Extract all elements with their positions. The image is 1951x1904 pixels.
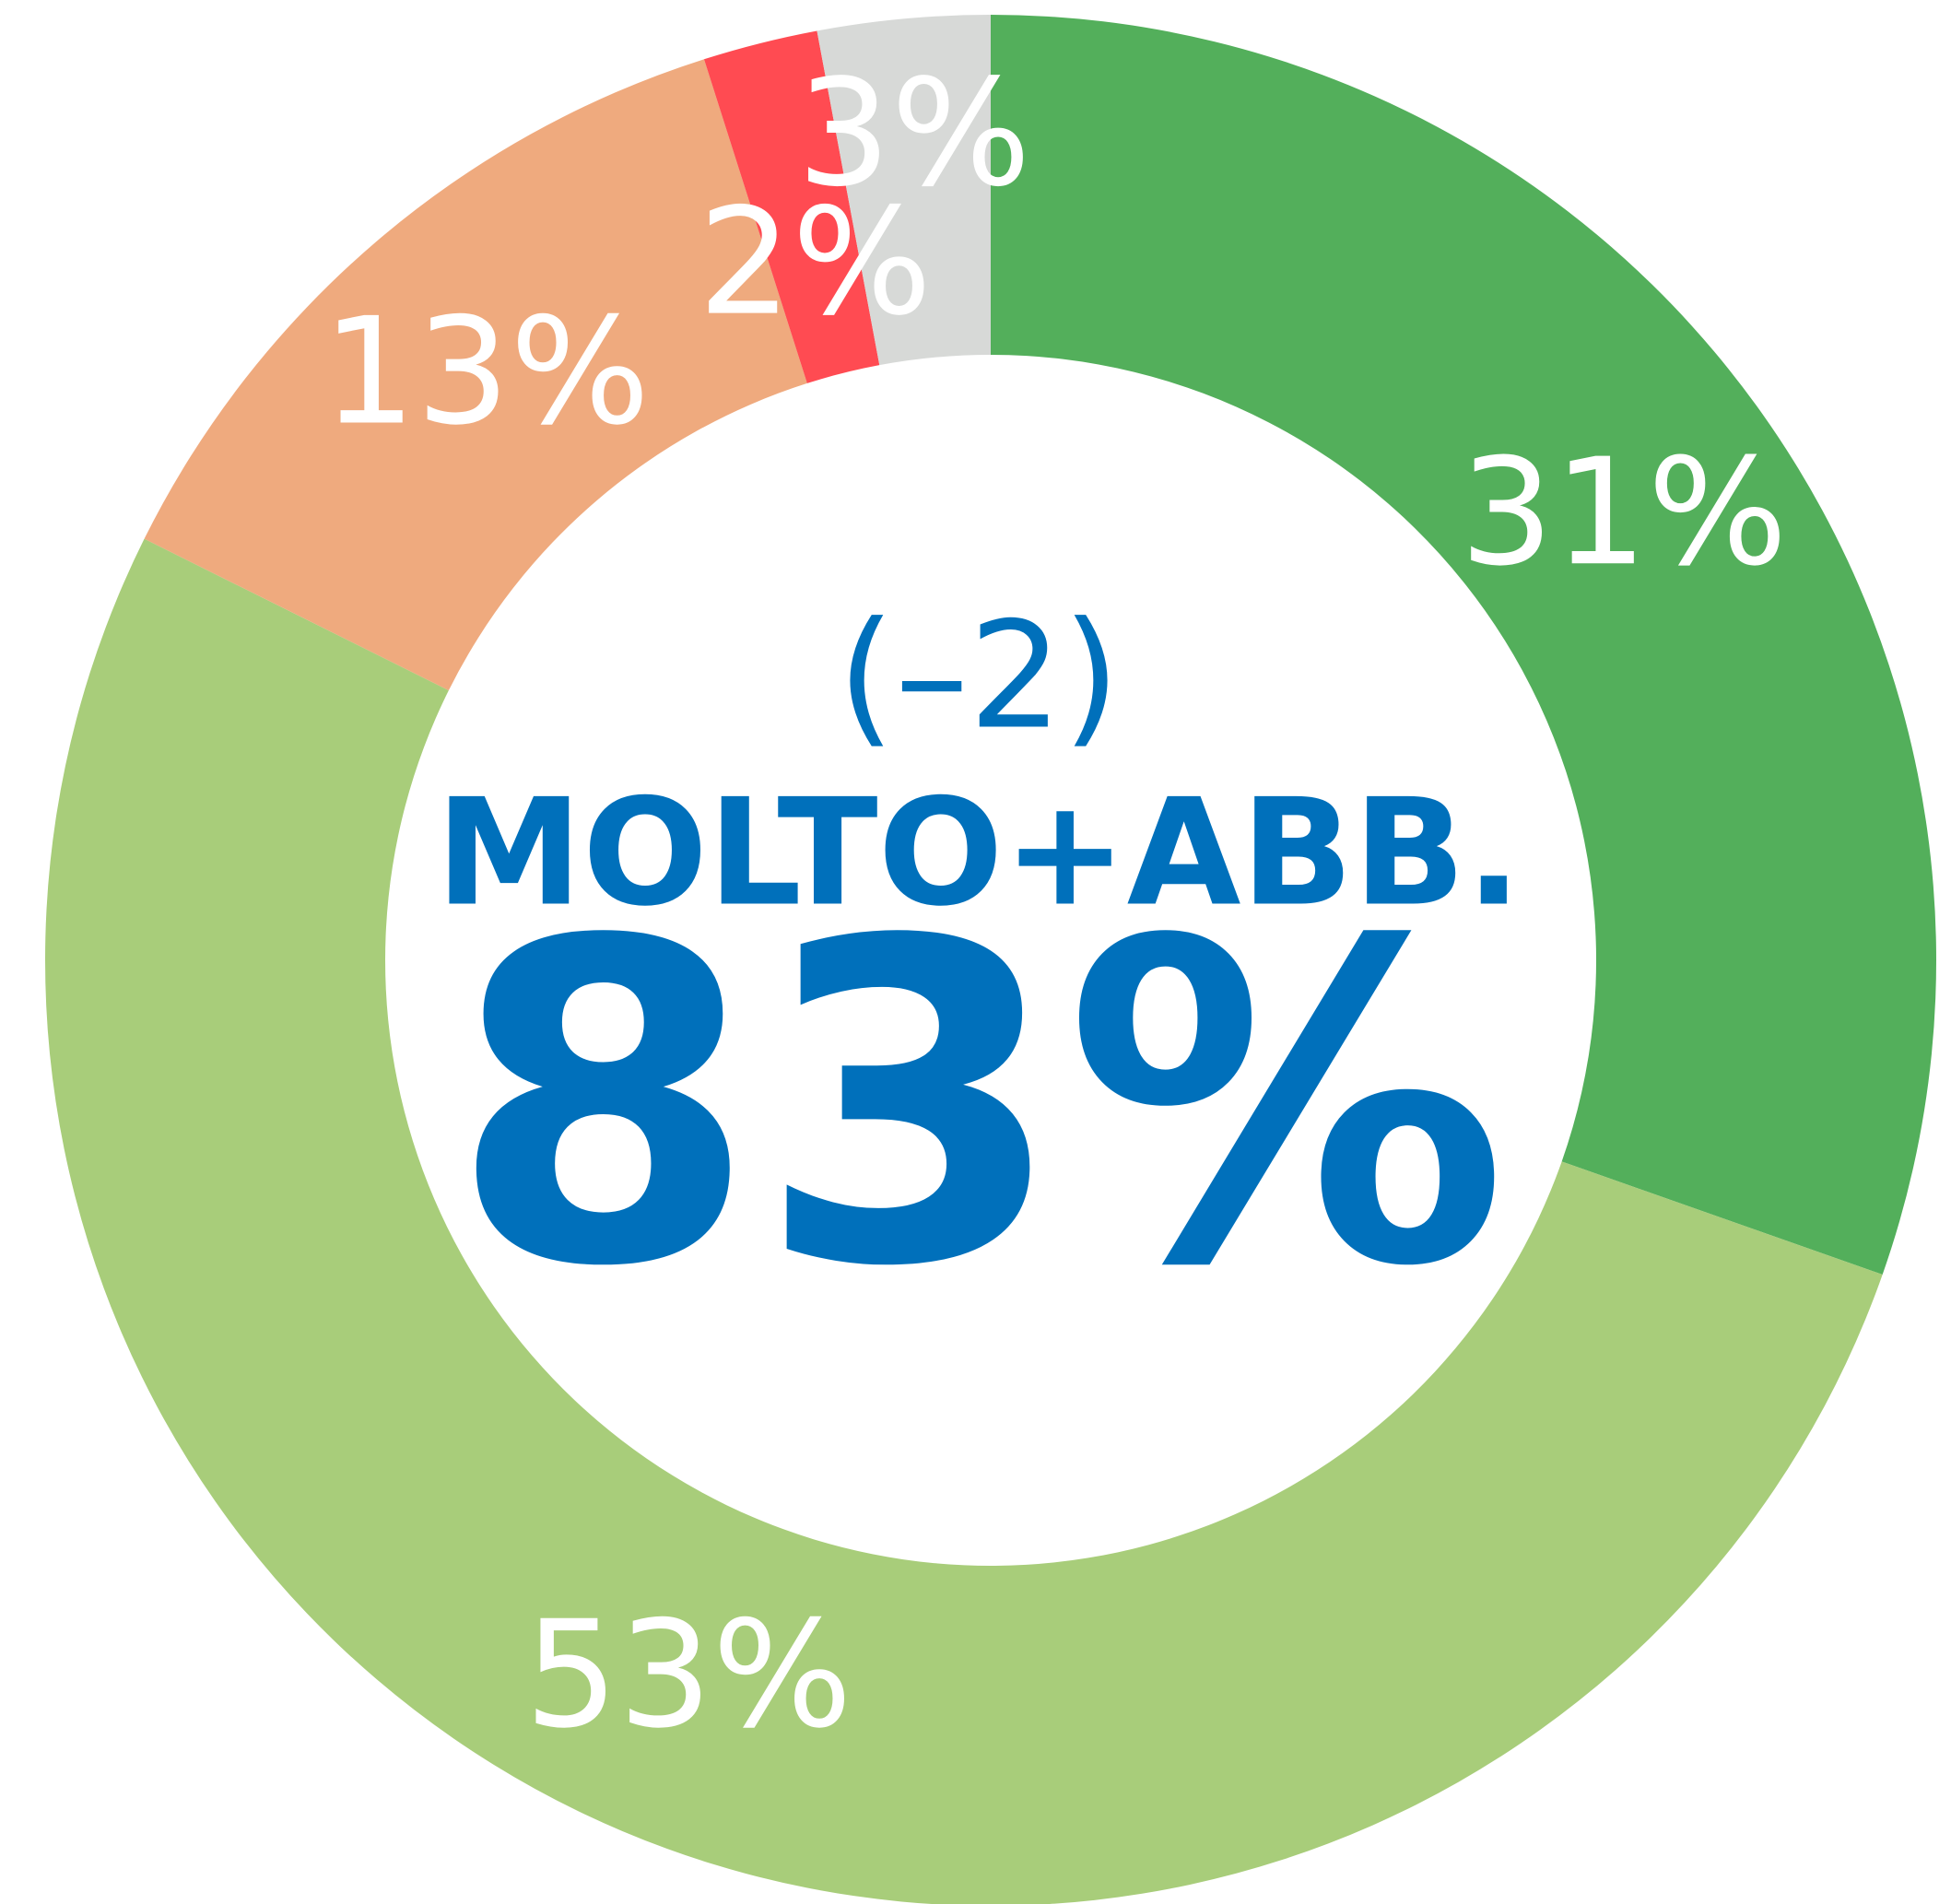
value-label: 31% — [1460, 426, 1788, 598]
center-value: 83% — [450, 849, 1509, 1364]
labels: 31% 53% 13% 2%3% — [323, 47, 1788, 1761]
slices — [45, 15, 1936, 1904]
slice — [144, 59, 807, 691]
center-label: MOLTO+ABB. — [436, 767, 1522, 939]
center-change: (–2) — [838, 590, 1121, 762]
value-label: 53% — [524, 1588, 852, 1760]
value-label: 13% — [323, 285, 651, 457]
slice — [817, 15, 991, 366]
slice — [45, 538, 1883, 1904]
value-label: 2% — [698, 176, 932, 348]
slice — [703, 30, 880, 383]
value-label: 3% — [797, 47, 1031, 219]
slice — [991, 15, 1936, 1275]
